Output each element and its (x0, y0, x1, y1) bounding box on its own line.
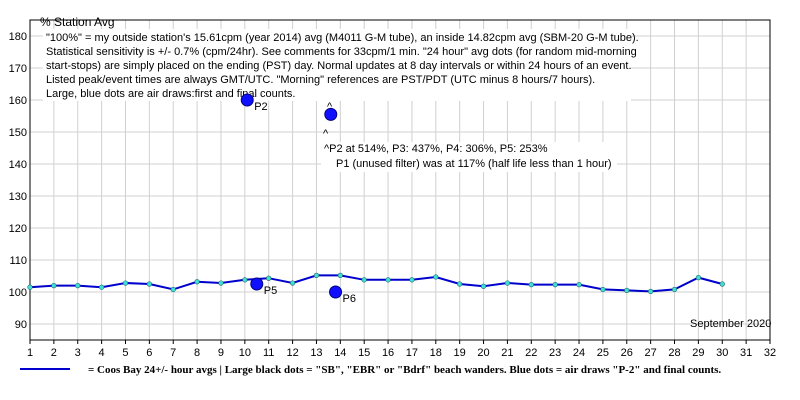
note-line-4: Listed peak/event times are always GMT/U… (46, 74, 595, 86)
x-tick-label: 29 (692, 347, 704, 359)
data-point (51, 283, 57, 289)
y-tick-label: 180 (9, 31, 27, 43)
data-point (194, 279, 200, 285)
series-layer (27, 272, 725, 294)
month-label: September 2020 (690, 318, 771, 330)
data-point (361, 277, 367, 283)
x-tick-label: 13 (310, 347, 322, 359)
x-tick-label: 5 (122, 347, 128, 359)
x-tick-label: 14 (334, 347, 346, 359)
x-tick-label: 8 (194, 347, 200, 359)
data-point (385, 277, 391, 283)
x-tick-label: 15 (358, 347, 370, 359)
note-line-1: "100%" = my outside station's 15.61cpm (… (46, 32, 639, 44)
x-tick-label: 4 (99, 347, 105, 359)
x-tick-label: 11 (263, 347, 274, 359)
air-draw-label: P5 (264, 285, 277, 297)
annotation-line-1: ^P2 at 514%, P3: 437%, P4: 306%, P5: 253… (324, 143, 548, 155)
x-tick-label: 25 (597, 347, 609, 359)
data-point (218, 280, 224, 286)
x-tick-label: 31 (740, 347, 752, 359)
data-point (289, 280, 296, 286)
y-axis-ticks: 90 100 110 120 130 140 150 160 170 180 (9, 31, 27, 331)
x-tick-label: 19 (454, 347, 466, 359)
caret-above: ^ (327, 101, 333, 113)
data-point (600, 286, 606, 293)
x-tick-label: 27 (645, 347, 657, 359)
note-line-3: start-stops) are simply placed on the en… (46, 60, 632, 72)
data-point (624, 287, 630, 294)
data-point (99, 284, 105, 290)
data-point (504, 280, 511, 286)
x-tick-label: 18 (430, 347, 442, 359)
data-point (648, 288, 654, 294)
annotation-line-2: P1 (unused filter) was at 117% (half lif… (336, 158, 612, 170)
air-draw-label: P6 (343, 293, 356, 305)
x-tick-label: 32 (764, 347, 776, 359)
x-tick-label: 2 (51, 347, 57, 359)
data-point (409, 277, 415, 283)
caret-below: ^ (323, 128, 329, 140)
air-draw-label: P2 (254, 101, 267, 113)
series-line (29, 274, 723, 293)
x-tick-label: 22 (525, 347, 537, 359)
data-point (337, 272, 343, 278)
x-tick-label: 6 (146, 347, 152, 359)
y-tick-label: 160 (9, 95, 27, 107)
y-tick-label: 90 (15, 319, 27, 331)
data-point (27, 284, 33, 290)
x-tick-label: 28 (668, 347, 680, 359)
data-point (75, 283, 81, 289)
y-tick-label: 120 (9, 223, 27, 235)
data-point (695, 275, 701, 281)
air-draw-dot (240, 93, 254, 107)
data-point (671, 286, 678, 293)
y-tick-label: 140 (9, 159, 27, 171)
y-tick-label: 170 (9, 63, 27, 75)
data-point (170, 286, 176, 293)
y-tick-label: 100 (9, 287, 27, 299)
x-tick-label: 26 (621, 347, 633, 359)
data-point (576, 282, 582, 288)
data-point (457, 281, 463, 287)
chart-title: % Station Avg (40, 15, 115, 29)
x-tick-label: 12 (286, 347, 298, 359)
data-point (242, 277, 248, 283)
x-tick-label: 23 (549, 347, 561, 359)
x-axis-ticks: 1 2 3 4 5 6 7 8 9 10 11 12 13 14 15 16 17 18 19 20 21 22 23 24 2… (27, 340, 776, 359)
y-tick-label: 130 (9, 191, 27, 203)
data-point (552, 282, 558, 288)
x-tick-label: 9 (218, 347, 224, 359)
x-tick-label: 21 (501, 347, 513, 359)
air-draw-dot (250, 277, 264, 291)
data-point (313, 272, 320, 278)
x-tick-label: 30 (716, 347, 728, 359)
x-tick-label: 16 (382, 347, 394, 359)
data-point (433, 274, 439, 280)
x-tick-label: 10 (239, 347, 251, 359)
data-point (266, 275, 272, 281)
air-draw-dot (329, 285, 343, 299)
x-tick-label: 24 (573, 347, 585, 359)
x-tick-label: 7 (170, 347, 176, 359)
y-tick-label: 110 (9, 255, 27, 267)
data-point (528, 282, 534, 288)
data-point (480, 283, 487, 289)
data-point (122, 280, 129, 286)
air-draws-layer: P2 P5 P6 (240, 93, 356, 305)
x-tick-label: 17 (406, 347, 418, 359)
x-tick-label: 20 (477, 347, 489, 359)
note-line-5: Large, blue dots are air draws:first and… (46, 88, 295, 100)
note-line-2: Statistical sensitivity is +/- 0.7% (cpm… (46, 46, 637, 58)
y-tick-label: 150 (9, 127, 27, 139)
data-point (146, 281, 152, 287)
air-draw-dot (324, 107, 338, 121)
x-tick-label: 1 (27, 347, 33, 359)
legend-text: = Coos Bay 24+/- hour avgs | Large black… (88, 364, 721, 376)
data-point (719, 281, 725, 287)
plot-frame (29, 19, 771, 341)
x-tick-label: 3 (75, 347, 81, 359)
